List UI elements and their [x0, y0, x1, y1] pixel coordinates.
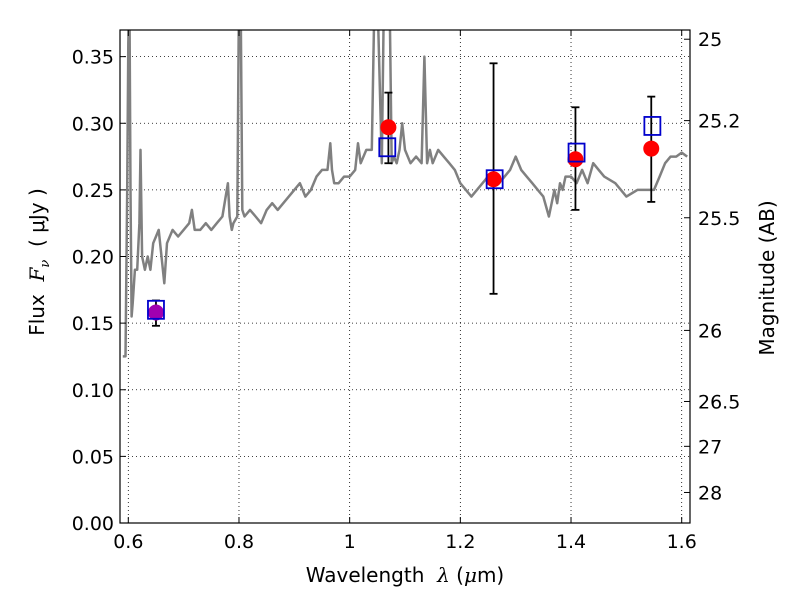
model-spectrum	[122, 30, 688, 358]
spectrum-line	[122, 30, 688, 358]
y2-tick-label: 28	[698, 482, 722, 504]
y2-tick-label: 26	[698, 320, 722, 342]
model-point	[485, 169, 504, 190]
model-point	[378, 137, 397, 158]
x-axis-label: Wavelength λ (μm)	[306, 563, 505, 587]
model-point	[643, 116, 662, 136]
y2-tick-label: 25.5	[698, 208, 740, 230]
y2-tick-label: 25	[698, 29, 722, 51]
observed-point	[567, 151, 584, 168]
observed-point	[380, 119, 397, 136]
x-tick-label: 1.4	[556, 531, 586, 553]
y-tick-label: 0.20	[72, 247, 114, 269]
x-tick-label: 1.6	[667, 531, 697, 553]
y-tick-label: 0.00	[72, 513, 114, 535]
x-tick-label: 1	[344, 531, 356, 553]
model-point	[567, 142, 586, 163]
right-axis-label: Magnitude (AB)	[755, 200, 779, 355]
y-tick-label: 0.35	[72, 47, 114, 69]
x-tick-label: 0.6	[113, 531, 143, 553]
observed-point	[147, 304, 164, 321]
y-tick-label: 0.25	[72, 180, 114, 202]
y-tick-label: 0.15	[72, 313, 114, 335]
observed-point	[485, 171, 502, 188]
y2-tick-label: 25.2	[698, 111, 740, 133]
y2-tick-label: 27	[698, 436, 722, 458]
axis-ticks	[120, 30, 690, 524]
tick-labels: 0.6 0.8 1 1.2 1.4 1.6 0.00 0.05 0.10 0.15 0.20 0.25…	[72, 29, 741, 553]
x-tick-label: 1.2	[445, 531, 475, 553]
y-tick-label: 0.05	[72, 446, 114, 468]
grid-lines	[120, 30, 690, 523]
y2-tick-label: 26.5	[698, 391, 740, 413]
data-points	[147, 62, 662, 327]
x-tick-label: 0.8	[224, 531, 254, 553]
y-tick-label: 0.30	[72, 113, 114, 135]
y-tick-label: 0.10	[72, 380, 114, 402]
observed-point	[643, 140, 660, 157]
plot-frame	[119, 29, 691, 524]
model-point	[147, 299, 165, 320]
y-axis-label: Flux Fν ( μJy )	[25, 188, 53, 336]
